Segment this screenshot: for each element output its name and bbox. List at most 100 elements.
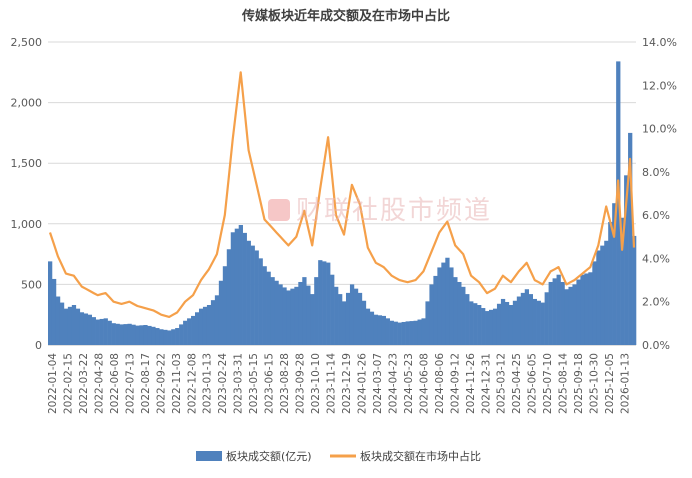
left-tick-label: 2,000 [11,97,43,110]
bar [349,284,355,345]
x-tick-label: 2024-01-26 [357,353,369,414]
x-tick-label: 2023-09-28 [295,353,307,414]
bar [361,300,367,345]
bar [465,294,470,345]
bar [71,305,77,345]
bar [608,221,613,345]
bar-series [48,61,637,345]
bar [326,262,331,345]
right-tick-label: 2.0% [642,296,670,309]
bar [500,298,506,345]
bar [528,294,534,345]
bar [449,267,454,345]
x-axis-ticks: 2022-01-04 2022-02-15 2022-03-22 2022-04-28… [47,353,632,414]
bar [588,272,593,345]
bar [206,305,212,345]
bar [135,325,140,345]
bar [179,324,184,345]
bar [536,300,541,345]
left-axis-ticks: 0 500 1,000 1,500 2,000 2,500 [11,36,43,352]
bar [496,303,502,345]
bar [492,308,498,345]
bar [548,281,553,345]
bar [266,271,271,345]
bar [155,328,160,345]
right-tick-label: 14.0% [642,36,677,49]
bar [552,278,557,345]
bar [485,311,490,345]
bar [278,284,283,345]
bar [369,311,375,345]
bar [365,308,371,345]
bar [202,306,208,345]
bar [246,240,251,345]
bar [314,277,319,345]
right-tick-label: 12.0% [642,79,677,92]
x-tick-label: 2022-09-22 [155,353,167,414]
bar [171,329,176,345]
bar [51,278,57,345]
bar [461,286,466,345]
bar [353,288,359,345]
bar [389,320,394,345]
bar [119,324,124,345]
bar [226,249,232,345]
bar [596,250,601,345]
x-tick-label: 2024-03-07 [372,353,384,414]
bar [59,302,65,345]
left-tick-label: 1,000 [11,218,43,231]
right-tick-label: 8.0% [642,166,670,179]
bar [75,308,81,345]
x-tick-label: 2023-11-14 [326,353,338,414]
bar [250,245,255,345]
bar [504,301,510,345]
bar [87,314,93,345]
bar [453,277,458,345]
x-tick-label: 2025-04-25 [511,353,523,414]
bar [163,329,168,345]
bar [258,258,263,345]
bar [107,320,112,345]
x-tick-label: 2022-11-03 [171,353,183,414]
bar [143,325,148,345]
bar [198,308,204,345]
bar [516,296,522,345]
x-tick-label: 2023-08-28 [279,353,291,414]
x-tick-label: 2024-11-26 [465,353,477,414]
watermark: 财联社股市频道 [268,190,492,227]
bar [572,284,577,345]
bar [401,321,406,345]
bar [159,329,164,345]
bar [508,305,514,345]
bar [334,286,339,345]
x-tick-label: 2025-06-05 [527,353,539,414]
bar [540,302,545,345]
bar [457,281,462,345]
bar [99,318,104,345]
bar [544,292,549,345]
bar [437,267,442,345]
share-line [48,71,636,318]
bar [270,277,275,345]
legend-line-label: 板块成交额在市场中占比 [360,449,481,463]
bar [520,292,526,345]
bar [624,175,629,345]
bar [115,323,120,345]
bar [373,314,379,345]
x-tick-label: 2023-05-15 [248,353,260,414]
bar [405,321,410,345]
bar [195,312,200,345]
bar [234,228,240,345]
x-tick-label: 2022-07-13 [124,353,136,414]
bar [79,312,85,345]
x-tick-label: 2024-08-06 [434,353,446,414]
line-series [48,71,636,318]
x-tick-label: 2023-01-13 [202,353,214,414]
x-tick-label: 2022-12-08 [186,353,198,414]
x-tick-label: 2025-08-14 [558,353,570,414]
bar [604,240,609,345]
x-tick-label: 2022-04-28 [93,353,105,414]
right-tick-label: 4.0% [642,252,670,265]
x-tick-label: 2023-12-19 [341,353,353,414]
